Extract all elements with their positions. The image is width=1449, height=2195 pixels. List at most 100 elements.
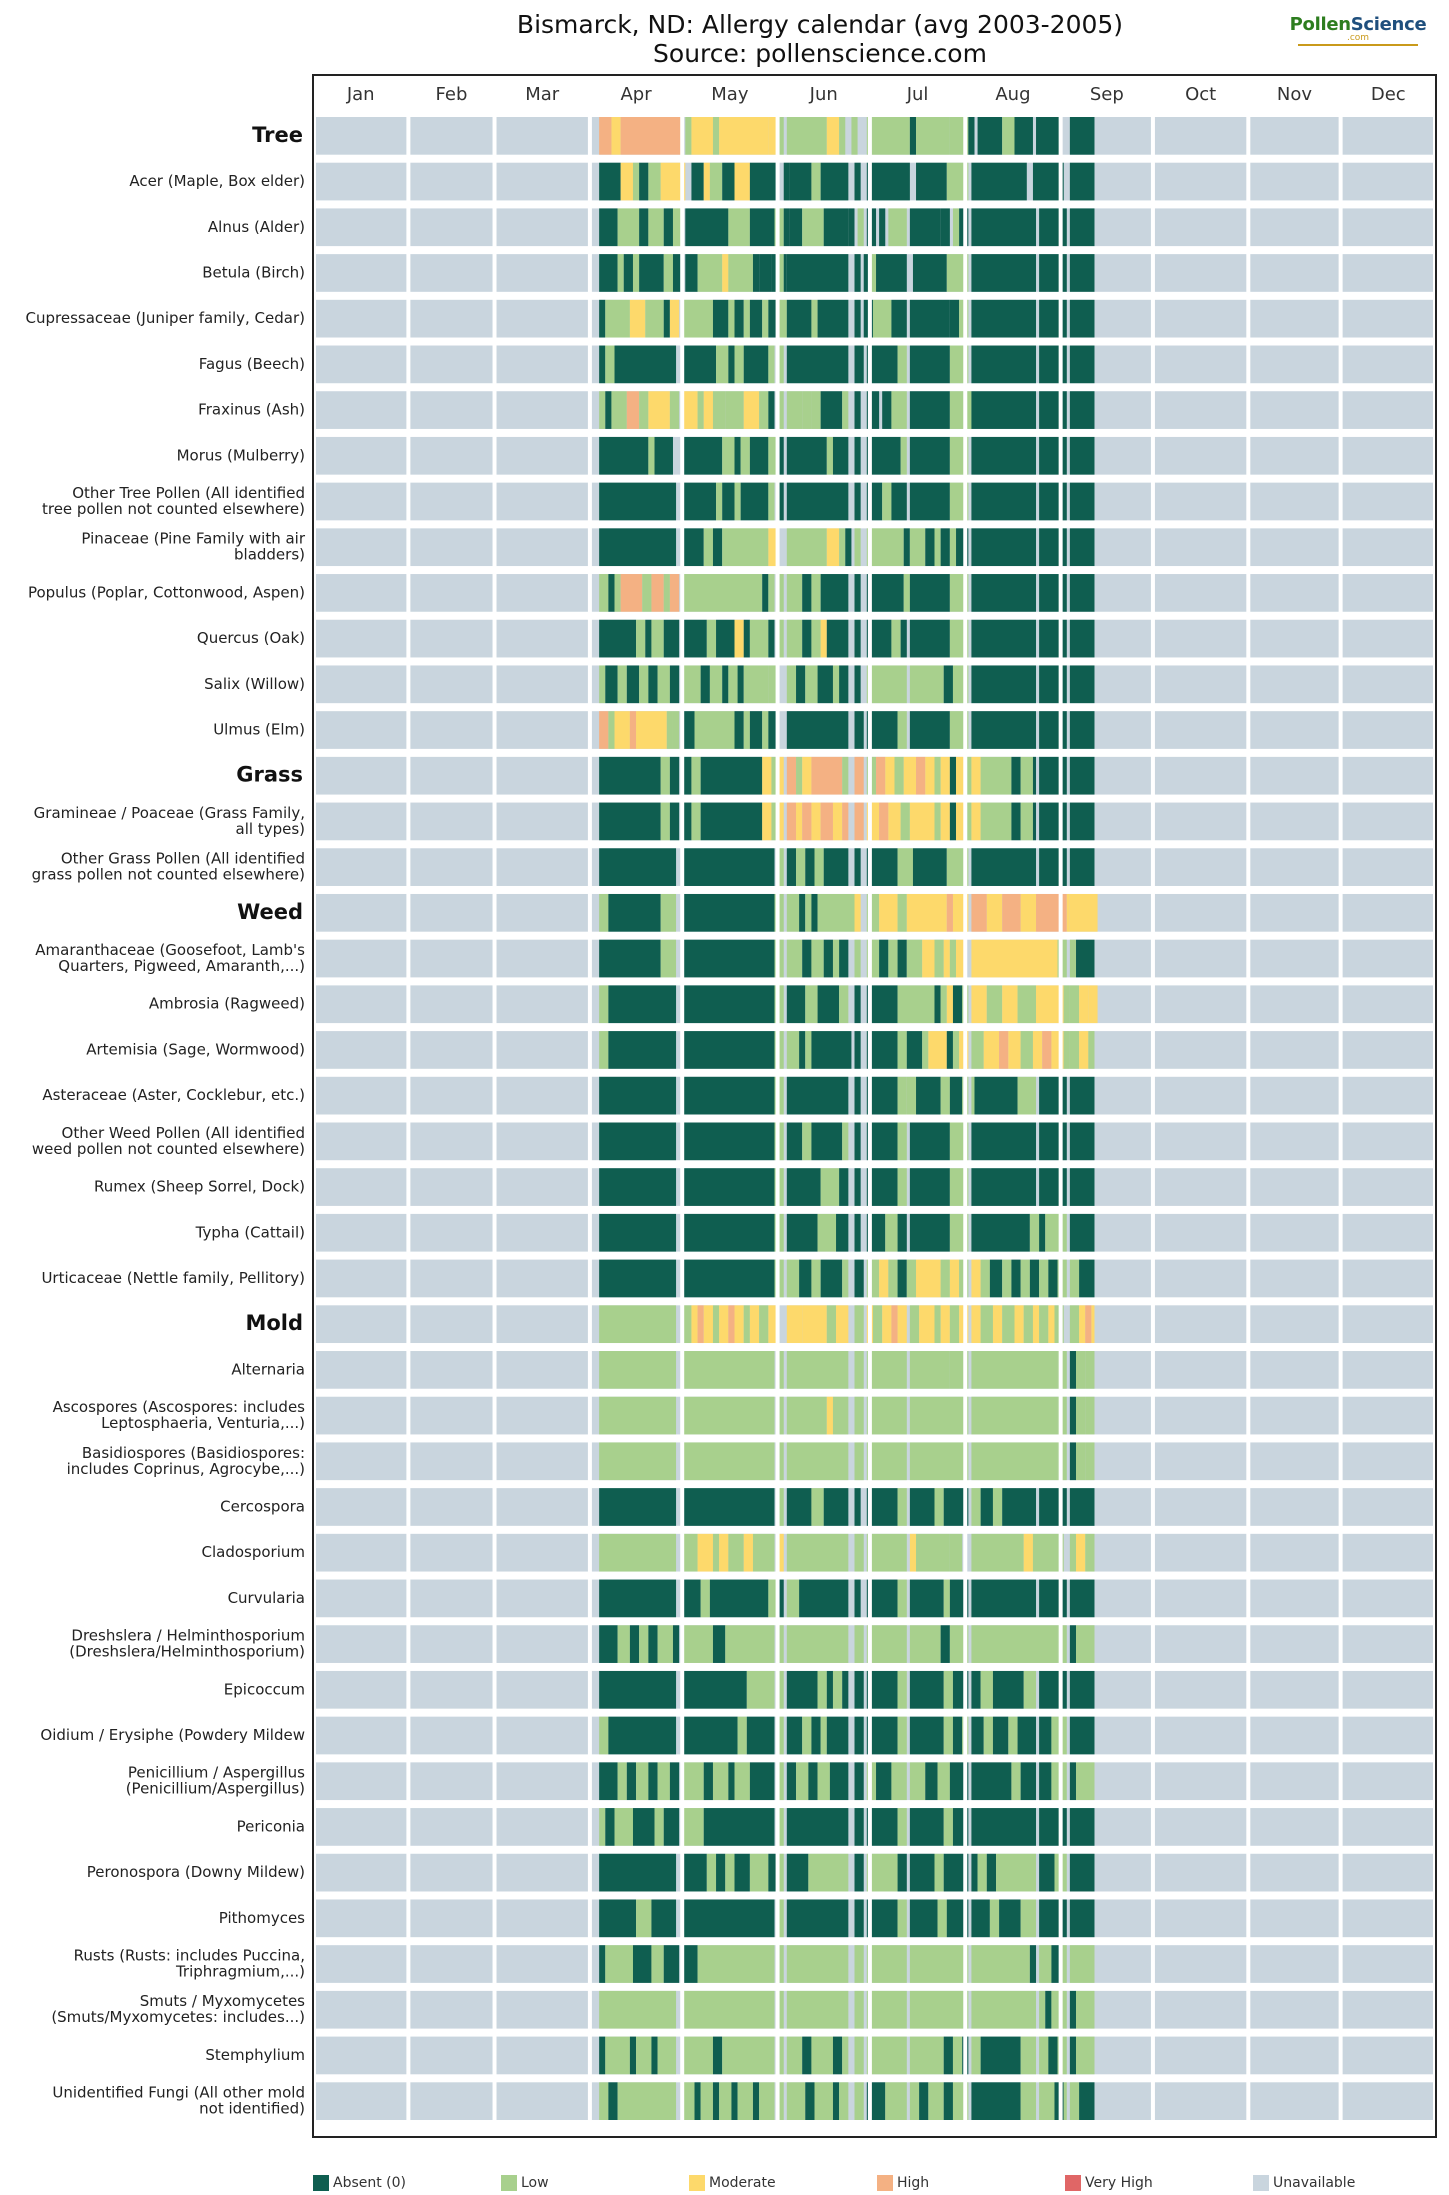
- level-segment-low: [980, 1305, 993, 1344]
- level-segment-low: [869, 254, 877, 292]
- level-segment-absent: [943, 665, 953, 704]
- level-segment-absent: [789, 208, 803, 247]
- level-segment-low: [866, 1533, 907, 1572]
- level-segment-low: [706, 619, 717, 658]
- level-segment-absent: [971, 1808, 1037, 1846]
- level-segment-low: [728, 254, 753, 292]
- level-segment-absent: [839, 1168, 849, 1206]
- level-segment-absent: [971, 528, 1037, 567]
- level-segment-low: [657, 665, 670, 704]
- allergen-label-line: grass pollen not counted elsewhere): [32, 866, 305, 884]
- level-segment-absent: [654, 436, 673, 475]
- level-segment-low: [725, 1853, 735, 1892]
- level-segment-absent: [691, 162, 704, 201]
- level-segment-moderate: [768, 1305, 778, 1344]
- level-segment-low: [1076, 1351, 1086, 1389]
- level-segment-low: [777, 1899, 784, 1938]
- level-segment-absent: [854, 1213, 861, 1252]
- level-segment-absent: [971, 391, 1037, 429]
- level-segment-low: [796, 848, 806, 886]
- level-segment-low: [802, 391, 812, 429]
- level-segment-moderate: [703, 1305, 713, 1344]
- level-segment-moderate: [928, 1031, 947, 1069]
- level-segment-low: [599, 1031, 609, 1069]
- level-segment-low: [1069, 2082, 1080, 2120]
- level-segment-low: [611, 391, 627, 429]
- level-segment-high: [854, 756, 864, 795]
- calendar-row: Cercospora: [220, 1488, 1433, 1526]
- level-segment-low: [599, 391, 606, 429]
- level-segment-moderate: [1066, 893, 1070, 932]
- calendar-row: Peronospora (Downy Mildew): [87, 1853, 1433, 1892]
- level-segment-low: [909, 1305, 920, 1344]
- level-segment-low: [1002, 117, 1015, 155]
- level-segment-absent: [832, 436, 849, 475]
- level-segment-absent: [1069, 1579, 1095, 1618]
- level-segment-low: [882, 482, 892, 521]
- level-segment-low: [811, 299, 818, 338]
- level-segment-low: [885, 1213, 898, 1252]
- level-segment-absent: [823, 939, 833, 978]
- level-segment-high: [999, 1031, 1009, 1069]
- level-segment-low: [706, 1853, 717, 1892]
- level-segment-absent: [599, 254, 618, 292]
- level-segment-low: [857, 208, 864, 247]
- level-segment-absent: [971, 619, 1037, 658]
- level-segment-low: [866, 1396, 907, 1435]
- level-segment-low: [872, 299, 892, 338]
- level-segment-absent: [682, 528, 704, 567]
- level-segment-absent: [1002, 1488, 1037, 1526]
- allergen-label-line: weed pollen not counted elsewhere): [32, 1140, 305, 1158]
- level-segment-high: [620, 574, 643, 612]
- legend-swatch: [501, 2175, 517, 2191]
- level-segment-absent: [608, 2082, 618, 2120]
- level-segment-low: [866, 1625, 907, 1663]
- level-segment-absent: [971, 574, 1037, 612]
- level-segment-moderate: [971, 985, 987, 1024]
- level-segment-low: [712, 1762, 729, 1801]
- level-segment-absent: [799, 1579, 849, 1618]
- level-segment-low: [1085, 1533, 1095, 1572]
- pollenscience-logo: PollenScience .com: [1288, 14, 1428, 46]
- level-segment-absent: [971, 1716, 984, 1755]
- level-segment-moderate: [903, 756, 917, 795]
- level-segment-absent: [682, 1213, 775, 1252]
- level-segment-low: [922, 1031, 929, 1069]
- level-segment-absent: [897, 1853, 907, 1892]
- level-segment-low: [663, 254, 673, 292]
- level-segment-low: [722, 436, 735, 475]
- level-segment-low: [842, 1259, 849, 1298]
- level-segment-absent: [746, 1716, 775, 1755]
- level-segment-absent: [1069, 345, 1095, 384]
- level-segment-absent: [1011, 1259, 1021, 1298]
- level-segment-absent: [1069, 1076, 1095, 1115]
- level-segment-absent: [909, 619, 950, 658]
- level-segment-absent: [685, 254, 698, 292]
- level-segment-absent: [743, 345, 769, 384]
- level-segment-absent: [817, 299, 849, 338]
- level-segment-absent: [749, 208, 775, 247]
- allergen-label-line: Other Grass Pollen (All identified: [61, 850, 305, 868]
- level-segment-low: [639, 391, 649, 429]
- level-segment-low: [977, 1853, 987, 1892]
- level-segment-low: [777, 1716, 784, 1755]
- level-segment-absent: [1069, 1396, 1077, 1435]
- level-segment-absent: [762, 574, 769, 612]
- level-segment-absent: [1029, 1945, 1037, 1983]
- level-segment-absent: [786, 1808, 849, 1846]
- level-segment-absent: [897, 939, 907, 978]
- level-segment-low: [946, 254, 969, 292]
- level-segment-low: [1011, 1762, 1021, 1801]
- level-segment-low: [996, 1853, 1037, 1892]
- level-segment-absent: [768, 299, 778, 338]
- level-segment-absent: [909, 345, 950, 384]
- level-segment-low: [866, 1853, 898, 1892]
- level-segment-high: [1042, 1031, 1052, 1069]
- level-segment-absent: [1032, 162, 1064, 201]
- level-segment-low: [866, 665, 907, 704]
- level-segment-absent: [626, 1762, 637, 1801]
- level-segment-moderate: [949, 1259, 960, 1298]
- level-segment-absent: [866, 1076, 898, 1115]
- level-segment-absent: [682, 893, 775, 932]
- level-segment-low: [1076, 1625, 1095, 1663]
